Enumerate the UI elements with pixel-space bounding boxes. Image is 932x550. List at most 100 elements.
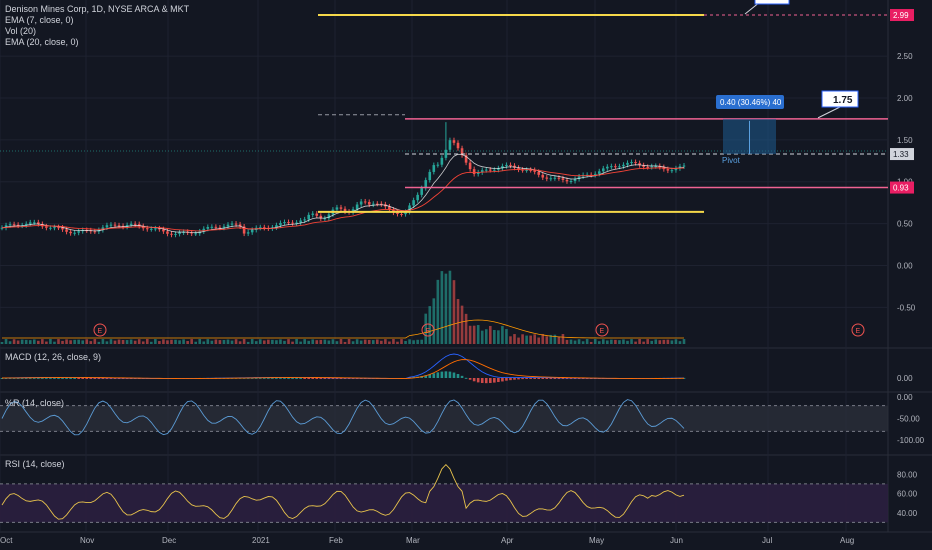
volume-bar [565,339,569,344]
candle-body [529,169,532,171]
volume-bar [234,339,238,344]
candle-body [166,231,169,234]
macd-bar [444,371,448,378]
volume-bar [222,339,226,344]
volume-bar [497,330,500,344]
volume-bar [400,339,403,344]
candle-body [162,229,165,232]
volume-bar [28,340,32,344]
volume-bar [73,339,76,344]
macd-bar [464,377,468,379]
candle-body [355,204,359,210]
macd-bar [267,377,270,379]
macd-bar [428,374,432,378]
macd-bar [311,378,315,379]
volume-bar [133,340,137,344]
volume-bar [412,340,415,344]
volume-bar [125,340,129,344]
price-tick-label: 2.50 [897,52,913,61]
candle-body [8,224,12,226]
volume-bar [45,341,48,344]
earnings-marker [421,323,435,337]
candle-body [49,227,52,229]
macd-bar [452,372,456,378]
earnings-marker-label: E [426,328,431,335]
candle-body [614,166,617,168]
legend-title: Denison Mines Corp, 1D, NYSE ARCA & MKT [5,4,190,14]
candle-body [416,194,419,201]
volume-bar [238,341,242,344]
macd-bar [545,378,549,379]
volume-bar [158,341,161,344]
candle-body [315,213,319,216]
macd-bar [561,378,565,379]
candle-body [678,166,682,169]
candle-body [436,164,440,166]
candle-body [279,222,282,226]
candle-body [400,213,403,215]
macd-bar [460,375,464,378]
candle-body [65,229,68,232]
candle-body [468,162,472,170]
macd-bar [117,378,121,379]
volume-bar [436,279,440,344]
rsi-tick-label: 60.00 [897,490,918,499]
macd-bar [279,377,282,379]
target-callout-pointer [817,105,843,119]
candle-body [174,233,177,235]
candle-body [610,166,613,168]
candle-body [359,201,363,205]
macd-bar [323,378,327,379]
volume-bar [198,339,202,344]
volume-bar [634,341,637,344]
volume-bar [444,273,448,344]
candle-body [113,224,117,226]
candle-body [363,201,367,203]
candle-body [573,178,577,182]
macd-bar [89,378,93,379]
candle-body [593,173,597,175]
legend-volume: Vol (20) [5,26,37,36]
volume-bar [658,340,662,344]
volume-bar [581,341,585,344]
candle-body [121,225,125,227]
macd-bar [24,377,28,379]
volume-bar [468,325,472,344]
price-tag-top-bg [890,9,914,22]
volume-bar [150,341,153,344]
candle-body [472,169,476,174]
volume-bar [121,339,125,344]
x-tick-label: Dec [162,536,176,545]
candle-body [545,177,549,179]
candle-body [626,162,629,165]
volume-bar [533,334,536,344]
top-callout-box [754,0,790,5]
x-tick-label: Jun [670,536,683,545]
volume-bar [319,339,323,344]
rsi-band [0,483,888,523]
candle-body [0,227,4,229]
volume-bar [339,339,343,344]
candle-body [93,231,97,233]
macd-bar [493,378,496,383]
macd-bar [468,378,472,380]
volume-bar [37,340,40,344]
macd-bar [113,378,117,379]
candle-body [210,226,214,228]
candle-body [242,226,246,234]
volume-bar [670,340,674,344]
x-tick-label: Feb [329,536,343,545]
rsi-line [1,463,685,520]
macd-bar [105,378,109,379]
volume-bar [363,339,367,344]
x-tick-label: Nov [80,536,94,545]
volume-bar [549,334,553,344]
volume-bar [376,339,379,344]
volume-bar [456,299,460,344]
volume-bar [315,340,319,344]
candle-body [238,224,242,227]
candle-body [456,142,460,149]
volume-bar [141,341,145,344]
candle-body [630,162,633,164]
